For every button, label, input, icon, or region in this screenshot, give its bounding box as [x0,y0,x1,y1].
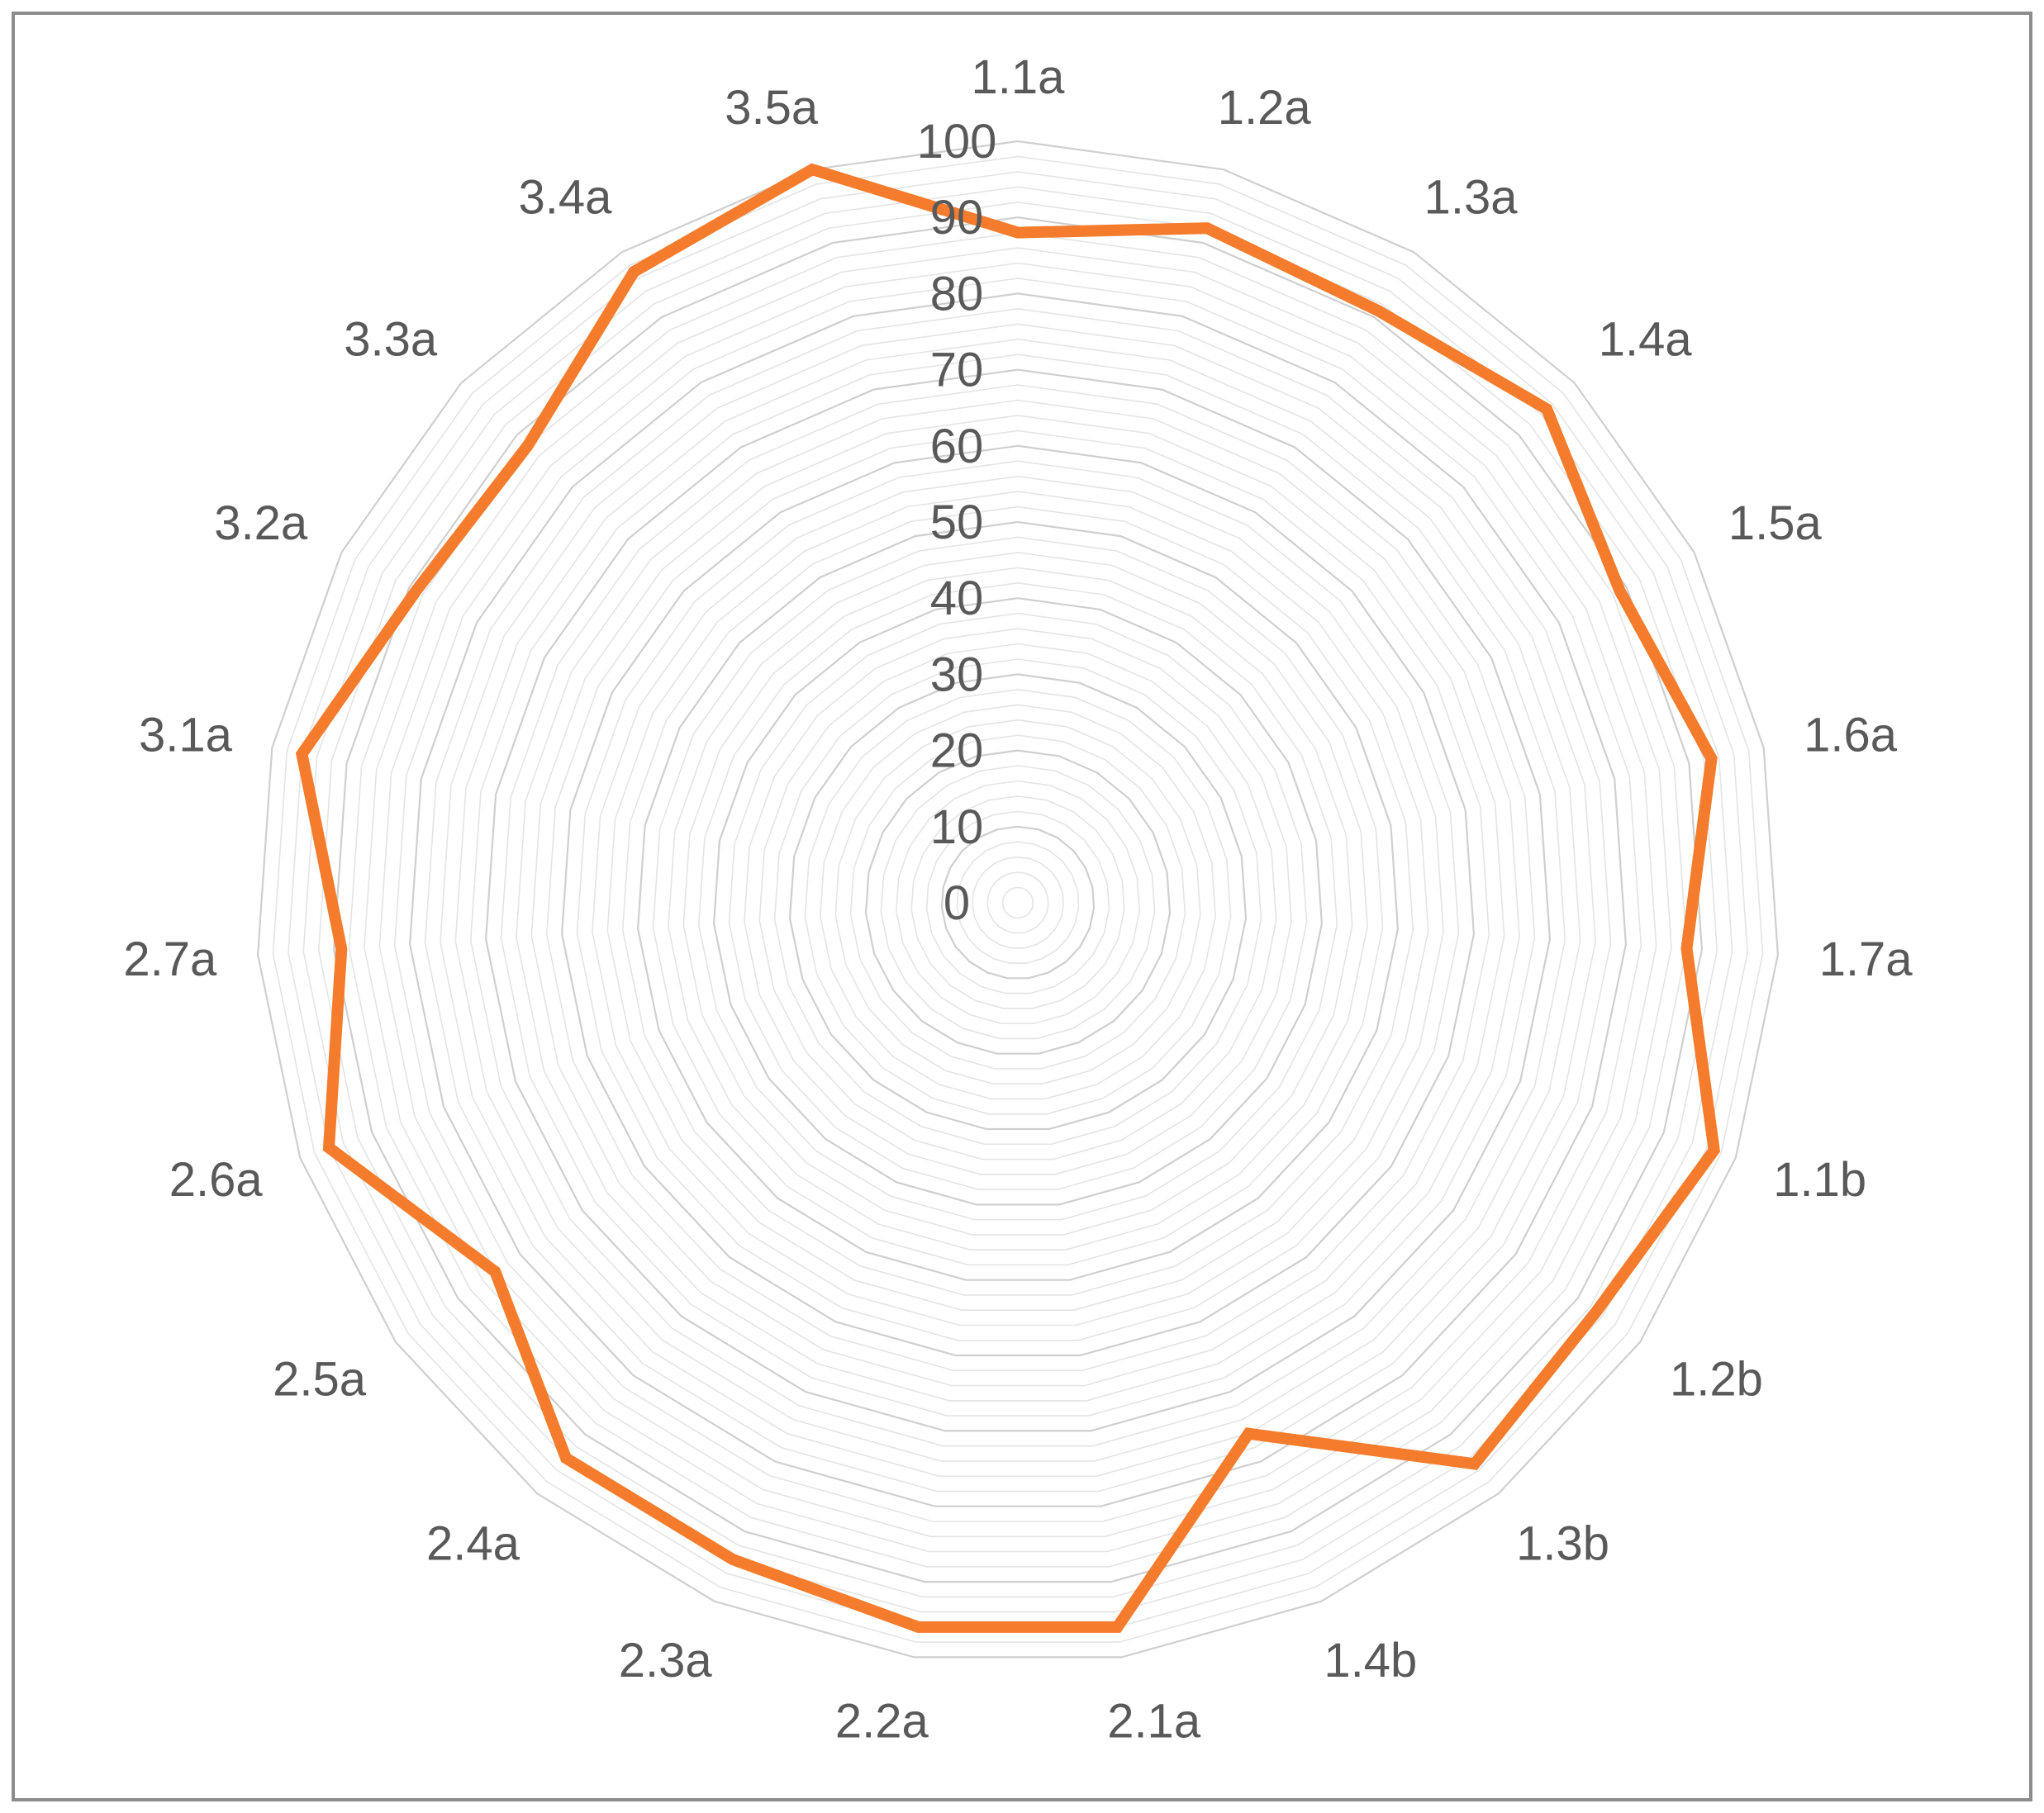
grid-ring-minor [440,323,1596,1477]
radial-tick-labels: 0 10 20 30 40 50 60 70 80 90 100 [917,115,997,930]
tick-label: 50 [930,496,984,549]
grid-ring-major [940,825,1096,980]
grid-ring-minor [682,567,1353,1236]
grid-ring-minor [697,581,1338,1221]
grid-ring-minor [516,399,1520,1402]
grid-ring-major [484,368,1552,1432]
grid-ring-minor [668,552,1368,1251]
tick-label: 60 [930,420,984,473]
grid-ring-minor [834,719,1201,1084]
grid-ring-minor [986,871,1049,934]
grid-ring-minor [530,415,1505,1387]
series-line-0 [295,163,1721,1633]
category-label-2.2a: 2.2a [835,1695,929,1749]
grid-ring-major [636,520,1400,1281]
grid-ring-minor [744,628,1292,1175]
tick-label: 0 [944,876,970,930]
category-label-1.4b: 1.4b [1324,1634,1417,1687]
tick-label: 40 [930,572,984,625]
grid-ring-minor [576,460,1460,1341]
radar-series [295,163,1721,1633]
category-label-2.1a: 2.1a [1107,1695,1201,1749]
tick-label: 70 [930,344,984,397]
category-label-1.1b: 1.1b [1773,1153,1866,1207]
category-label-2.4a: 2.4a [426,1517,521,1571]
grid-ring-minor [1001,886,1034,919]
grid-ring-minor [773,658,1262,1146]
grid-ring-minor [317,201,1718,1598]
category-label-1.4a: 1.4a [1599,312,1693,366]
category-label-2.5a: 2.5a [273,1353,367,1407]
category-label-1.1a: 1.1a [972,50,1066,104]
grid-ring-minor [652,536,1384,1266]
category-labels: 1.1a 1.2a 1.3a 1.4a 1.5a 1.6a 1.7a 1.1b 1.2b 1.3b… [123,50,1913,1749]
radar-gridlines [256,140,1780,1659]
category-label-2.3a: 2.3a [619,1634,713,1687]
tick-label: 100 [917,115,997,168]
grid-ring-minor [378,262,1657,1538]
grid-ring-minor [592,475,1444,1327]
tick-label: 80 [930,267,984,320]
grid-ring-minor [925,810,1110,994]
category-label-3.3a: 3.3a [344,312,438,366]
grid-ring-minor [272,155,1764,1643]
grid-ring-minor [910,795,1125,1009]
grid-ring-minor [971,856,1065,949]
grid-ring-major [712,597,1324,1206]
category-label-3.4a: 3.4a [519,171,613,225]
grid-ring-minor [606,491,1429,1311]
grid-ring-minor [956,841,1080,964]
category-label-1.7a: 1.7a [1819,933,1913,986]
grid-ring-minor [393,278,1642,1522]
grid-ring-major [864,749,1172,1055]
grid-ring-minor [288,171,1748,1628]
grid-ring-major [788,673,1248,1131]
category-label-3.5a: 3.5a [725,81,819,135]
category-label-1.6a: 1.6a [1804,709,1898,762]
grid-ring-minor [424,307,1612,1493]
grid-ring-major [560,444,1476,1357]
tick-label: 10 [930,800,984,854]
category-label-1.3b: 1.3b [1516,1517,1609,1571]
category-label-2.7a: 2.7a [123,933,217,986]
grid-ring-major [256,140,1780,1659]
grid-ring-minor [364,247,1672,1553]
category-label-3.2a: 3.2a [214,496,308,550]
grid-ring-minor [302,186,1733,1613]
grid-ring-minor [545,430,1490,1372]
tick-label: 90 [930,191,984,244]
category-label-1.2a: 1.2a [1218,81,1312,135]
category-label-3.1a: 3.1a [139,709,233,762]
grid-ring-minor [819,704,1217,1100]
tick-label: 30 [930,648,984,701]
grid-ring-minor [500,384,1536,1417]
grid-ring-minor [454,338,1581,1462]
grid-ring-minor [758,643,1277,1160]
tick-label: 20 [930,724,984,778]
grid-ring-minor [880,765,1156,1040]
category-label-1.5a: 1.5a [1728,496,1823,550]
category-label-1.3a: 1.3a [1424,171,1519,225]
grid-ring-minor [849,734,1186,1070]
grid-ring-minor [348,231,1688,1568]
category-label-2.6a: 2.6a [169,1153,264,1207]
grid-ring-minor [895,780,1141,1024]
category-label-1.2b: 1.2b [1670,1353,1763,1407]
grid-ring-major [408,292,1628,1507]
grid-ring-minor [804,688,1232,1115]
grid-ring-minor [621,505,1414,1296]
grid-ring-minor [469,354,1566,1447]
grid-ring-minor [728,612,1308,1190]
